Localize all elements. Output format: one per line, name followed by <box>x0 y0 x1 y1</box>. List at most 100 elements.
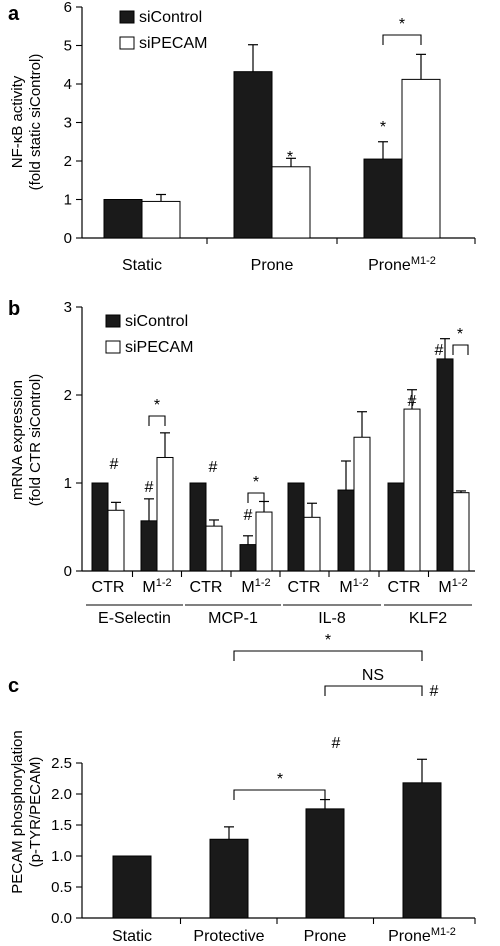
panel-c-letter: c <box>8 675 19 697</box>
panel-a-legend-label-0: siControl <box>139 9 202 26</box>
panel-b-group-label: MCP-1 <box>208 610 258 627</box>
panel-c-ylabel-line-0: PECAM phosphorylation <box>9 730 26 893</box>
panel-b-hash: # <box>110 456 119 473</box>
panel-b-bracket <box>148 415 166 426</box>
panel-a-ytick-label: 6 <box>64 0 72 16</box>
panel-b-bar-siPECAM <box>156 456 174 572</box>
panel-a-ytick-label: 5 <box>64 38 72 55</box>
panel-c-ytick-label: 0.5 <box>51 879 72 896</box>
panel-c-hash: # <box>430 683 439 700</box>
panel-b-bar-siControl <box>239 544 257 572</box>
panel-a-ytick-label: 4 <box>64 76 72 93</box>
panel-b-hash: # <box>209 459 218 476</box>
panel-a-category-label: Prone <box>251 257 294 274</box>
panel-b-bracket <box>247 492 265 503</box>
panel-b-group-label: E-Selectin <box>98 610 171 627</box>
panel-c-ytick-label: 1.5 <box>51 817 72 834</box>
panel-c-ytick-label: 1.0 <box>51 848 72 865</box>
panel-a-ytick-label: 2 <box>64 153 72 170</box>
panel-b-hash: # <box>408 393 417 410</box>
panel-b-ylabel-line-0: mRNA expression <box>9 380 26 500</box>
panel-b-bar-siControl <box>189 482 207 572</box>
panel-c-category-label: Protective <box>193 928 264 945</box>
panel-c-ylabel-line-1: (p-TYR/PECAM) <box>27 757 44 868</box>
panel-a-bar-siPECAM <box>401 78 441 239</box>
panel-b-group-label: IL-8 <box>318 610 346 627</box>
panel-a-bar-siPECAM <box>271 166 311 239</box>
panel-c-bracket <box>233 650 423 661</box>
panel-a-significance-star: * <box>287 149 293 166</box>
panel-b-category-label: CTR <box>388 579 421 596</box>
panel-b-ylabel-line-1: (fold CTR siControl) <box>27 374 44 507</box>
panel-a-ytick-label: 3 <box>64 115 72 132</box>
panel-b-ytick-label: 2 <box>64 387 72 404</box>
panel-c-bar <box>305 808 345 919</box>
panel-b-bar-siControl <box>140 520 158 572</box>
panel-a-bar-siControl <box>233 71 273 239</box>
panel-b-significance-star: * <box>457 326 463 343</box>
panel-a-bar-siControl <box>103 199 143 239</box>
panel-b-group-label: KLF2 <box>409 610 447 627</box>
panel-b-legend-label-1: siPECAM <box>125 339 193 356</box>
panel-a-ytick-label: 1 <box>64 192 72 209</box>
panel-b-hash: # <box>435 342 444 359</box>
panel-a-letter: a <box>8 3 20 25</box>
panel-c-ytick-label: 2.5 <box>51 755 72 772</box>
panel-b-category-label: M1-2 <box>339 577 368 596</box>
panel-b-bar-siControl <box>91 482 109 572</box>
panel-c-bracket <box>233 789 326 800</box>
panel-b-legend-swatch-1 <box>105 340 121 354</box>
panel-a-category-label: Static <box>122 257 162 274</box>
panel-a-ylabel-line-1: (fold static siControl) <box>27 54 44 191</box>
panel-c-category-label: ProneM1-2 <box>388 926 456 945</box>
panel-b-significance-star: * <box>253 474 259 491</box>
panel-b-category-label: CTR <box>92 579 125 596</box>
panel-b-bar-siControl <box>436 358 454 572</box>
panel-b-bracket <box>452 344 469 355</box>
panel-b-category-label: M1-2 <box>241 577 270 596</box>
panel-c-bar <box>209 838 249 919</box>
panel-a-significance-star: * <box>380 119 386 136</box>
panel-a-ytick-label: 0 <box>64 230 72 247</box>
panel-a-legend-swatch-1 <box>119 36 135 50</box>
panel-c-ytick-label: 2.0 <box>51 786 72 803</box>
panel-a-bar-siControl <box>363 158 403 239</box>
panel-a-legend-swatch-0 <box>119 10 135 24</box>
panel-b-ytick-label: 0 <box>64 563 72 580</box>
panel-b-legend-label-0: siControl <box>125 313 188 330</box>
panel-b-legend-swatch-0 <box>105 314 121 328</box>
panel-a-legend-label-1: siPECAM <box>139 35 207 52</box>
panel-a-ylabel-line-0: NF-κB activity <box>9 75 26 168</box>
panel-b-ytick-label: 3 <box>64 299 72 316</box>
panel-b-bar-siPECAM <box>205 525 223 572</box>
panel-b-hash: # <box>145 479 154 496</box>
panel-b-bar-siControl <box>337 489 355 572</box>
panel-b-category-label: M1-2 <box>438 577 467 596</box>
panel-c-significance-star: * <box>325 632 331 649</box>
panel-c-ytick-label: 0.0 <box>51 910 72 927</box>
panel-c-bar <box>402 782 442 919</box>
panel-b-hash: # <box>244 507 253 524</box>
panel-b-category-label: CTR <box>288 579 321 596</box>
panel-b-bar-siPECAM <box>452 492 470 572</box>
panel-b-letter: b <box>8 298 20 320</box>
panel-a-bar-siPECAM <box>141 200 181 239</box>
panel-b-bar-siPECAM <box>353 436 371 572</box>
panel-b-bar-siPECAM <box>403 408 421 572</box>
panel-c-bar <box>112 855 152 919</box>
panel-b-bar-siControl <box>287 482 305 572</box>
panel-c-bracket <box>324 685 423 696</box>
panel-c-ns-label: NS <box>362 667 384 684</box>
panel-c-category-label: Static <box>112 928 152 945</box>
panel-b-category-label: CTR <box>190 579 223 596</box>
panel-b-bar-siPECAM <box>303 516 321 572</box>
panel-b-category-label: M1-2 <box>142 577 171 596</box>
panel-a-significance-star: * <box>399 16 405 33</box>
panel-c-hash: # <box>332 735 341 752</box>
panel-c-significance-star: * <box>277 771 283 788</box>
panel-b-bar-siPECAM <box>255 511 273 572</box>
panel-b-significance-star: * <box>154 397 160 414</box>
panel-b-bar-siPECAM <box>107 509 125 572</box>
panel-c-category-label: Prone <box>304 928 347 945</box>
